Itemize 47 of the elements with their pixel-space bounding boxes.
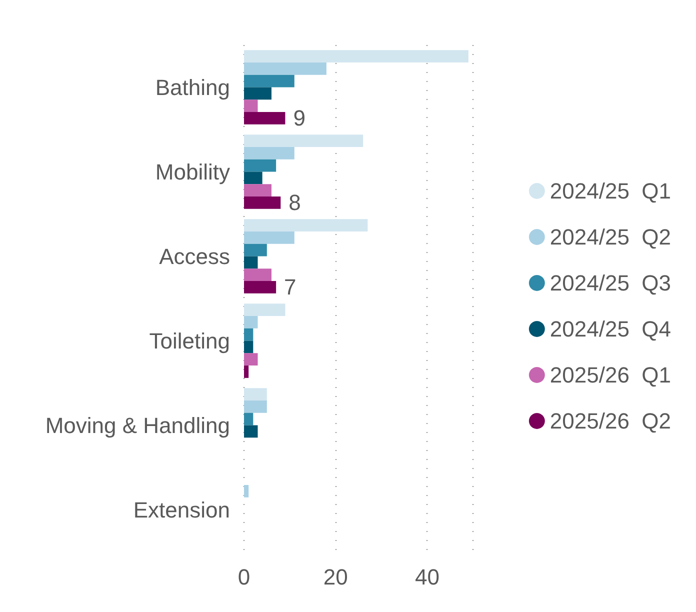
x-tick-label: 0 xyxy=(238,564,250,590)
bar xyxy=(244,316,258,328)
bar xyxy=(244,340,254,354)
bar xyxy=(244,74,294,88)
bar xyxy=(244,412,254,426)
bar xyxy=(244,184,272,197)
bar xyxy=(244,328,254,341)
bar xyxy=(244,112,286,124)
y-tick-label: Access xyxy=(159,244,230,269)
bar xyxy=(244,146,294,160)
bar xyxy=(244,268,272,282)
bar xyxy=(244,50,468,62)
x-tick-label: 20 xyxy=(323,564,348,590)
y-tick-label: Extension xyxy=(133,497,230,522)
bar xyxy=(244,400,267,413)
data-label: 7 xyxy=(284,274,296,300)
legend-label: 2024/25 Q3 xyxy=(550,270,672,296)
bar xyxy=(244,281,276,294)
bar xyxy=(244,256,258,269)
bar xyxy=(244,425,258,438)
bar xyxy=(244,219,368,232)
legend-label: 2024/25 Q2 xyxy=(550,224,672,250)
y-tick-label: Mobility xyxy=(155,159,230,184)
bar xyxy=(244,172,262,184)
x-tick-label: 40 xyxy=(414,564,440,590)
data-label: 9 xyxy=(293,106,306,131)
bar xyxy=(244,484,249,498)
data-label: 8 xyxy=(288,190,301,216)
bar xyxy=(244,244,267,256)
y-tick-label: Bathing xyxy=(155,74,230,100)
bar xyxy=(244,159,276,172)
legend-label: 2024/25 Q4 xyxy=(550,316,672,342)
bar xyxy=(244,353,258,366)
bar xyxy=(244,62,326,75)
bar xyxy=(244,231,294,244)
bar xyxy=(244,87,272,100)
bar xyxy=(244,388,267,400)
legend-label: 2025/26 Q1 xyxy=(550,362,672,388)
bar xyxy=(244,134,364,147)
bar xyxy=(244,100,258,112)
bar xyxy=(244,304,286,316)
legend-label: 2024/25 Q1 xyxy=(550,178,672,204)
bar xyxy=(244,366,249,378)
y-tick-label: Toileting xyxy=(149,328,230,354)
bar xyxy=(244,196,281,209)
legend-label: 2025/26 Q2 xyxy=(550,408,672,434)
y-tick-label: Moving & Handling xyxy=(45,412,230,438)
